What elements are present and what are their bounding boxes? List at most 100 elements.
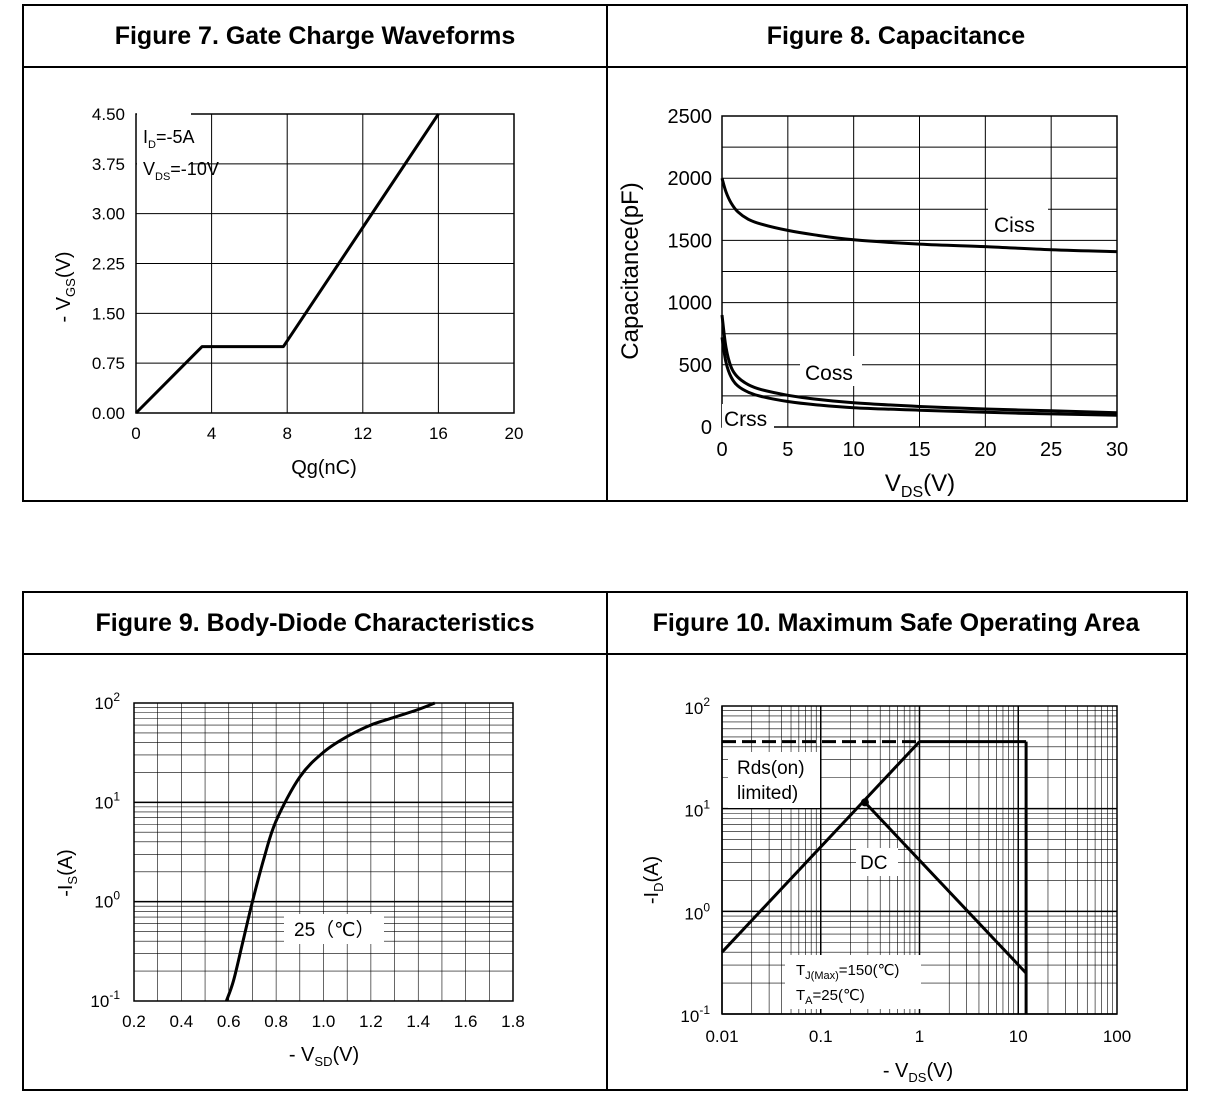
x-tick-label: 4 <box>207 424 216 443</box>
y-tick-label: 2.25 <box>92 255 125 274</box>
ciss-label: Ciss <box>994 214 1035 237</box>
figure-10-ylabel-main: -I <box>641 892 663 904</box>
x-tick-label: 0.2 <box>122 1012 146 1031</box>
figure-10-title: Figure 10. Maximum Safe Operating Area <box>606 593 1186 655</box>
ta-label-main: T <box>796 987 805 1004</box>
y-tick-label: 2000 <box>668 168 713 190</box>
x-tick-label: 0.6 <box>217 1012 241 1031</box>
figure-8-chart: 0 5 10 15 20 25 30 0 500 1000 1500 2000 2500 Ciss Co… <box>617 106 1129 500</box>
figure-10-xlabel-unit: (V) <box>926 1060 953 1082</box>
figure-8-tick-labels: 0 5 10 15 20 25 30 0 500 1000 1500 2000 2500 <box>668 106 1129 461</box>
coss-label-bg <box>800 356 862 386</box>
figure-9-title: Figure 9. Body-Diode Characteristics <box>24 593 606 655</box>
x-tick-label: 12 <box>353 424 372 443</box>
top-figure-table: Figure 7. Gate Charge Waveforms Figure 8… <box>22 4 1188 502</box>
plot-frame <box>133 702 514 1002</box>
figure-10-xlabel-sub: DS <box>908 1070 926 1085</box>
figure-9-grid <box>133 702 514 1002</box>
y-tick-label: 100 <box>94 889 120 912</box>
y-tick-label: 0.75 <box>92 354 125 373</box>
figure-9-tick-labels: 0.2 0.4 0.6 0.8 1.0 1.2 1.4 1.6 1.8 10-1 100 101 102 <box>90 690 524 1031</box>
ciss-label-bg <box>988 208 1048 238</box>
vds-annotation-sub: DS <box>155 171 170 183</box>
figure-9-ylabel-main: -I <box>55 885 77 897</box>
figure-10-xlabel-main: - V <box>883 1060 909 1082</box>
figure-8-xlabel-sub: DS <box>901 484 923 500</box>
figure-9-ylabel-sub: S <box>65 876 80 885</box>
figure-7-ylabel-sub: GS <box>63 278 78 297</box>
rds-label-line2: limited) <box>737 783 798 804</box>
x-tick-label: 20 <box>505 424 524 443</box>
figure-9-curves <box>224 701 436 1002</box>
ta-label-value: =25(℃) <box>813 987 865 1004</box>
temp-box-bg <box>785 955 921 1009</box>
figure-7-tick-labels: 0 4 8 12 16 20 0.00 0.75 1.50 2.25 3.00 3.75 4.50 <box>92 105 524 443</box>
figure-10-ylabel-unit: (A) <box>641 856 663 883</box>
x-tick-label: 1 <box>915 1027 924 1046</box>
x-tick-label: 15 <box>908 439 930 461</box>
rds-label-bg <box>728 752 820 808</box>
x-tick-label: 0.4 <box>170 1012 194 1031</box>
ciss-curve <box>720 177 1118 254</box>
figure-9-ylabel-unit: (A) <box>55 849 77 876</box>
y-tick-label: 4.50 <box>92 105 125 124</box>
panel-divider <box>606 6 608 500</box>
figure-8-xlabel-unit: (V) <box>923 470 955 497</box>
x-tick-label: 0.1 <box>809 1027 833 1046</box>
rds-label-line1: Rds(on) <box>737 758 805 779</box>
y-tick-label: 101 <box>94 789 120 812</box>
figure-10-xlabel: - VDS(V) <box>883 1060 953 1085</box>
x-tick-label: 1.8 <box>501 1012 525 1031</box>
y-tick-label: 10-1 <box>680 1003 710 1026</box>
x-tick-label: 0 <box>716 439 727 461</box>
plot-frame <box>721 115 1118 428</box>
figure-8-curves <box>720 177 1118 417</box>
vds-annotation-value: =-10V <box>170 159 219 179</box>
y-tick-label: 500 <box>679 355 712 377</box>
x-tick-label: 1.0 <box>312 1012 336 1031</box>
y-tick-label: 3.75 <box>92 155 125 174</box>
crss-label-bg <box>722 404 774 430</box>
tj-label-sub: J(Max) <box>805 970 839 982</box>
temp-label-bg <box>284 914 384 944</box>
coss-curve <box>720 314 1118 415</box>
figure-9-ylabel: -IS(A) <box>55 849 80 897</box>
x-tick-label: 20 <box>974 439 996 461</box>
y-tick-label: 0 <box>701 417 712 439</box>
id-annotation: ID=-5A <box>143 127 195 151</box>
x-tick-label: 100 <box>1103 1027 1131 1046</box>
figure-9-xlabel-main: - V <box>289 1044 315 1066</box>
x-tick-label: 10 <box>843 439 865 461</box>
y-tick-label: 100 <box>684 900 710 923</box>
x-tick-label: 16 <box>429 424 448 443</box>
figure-9-xlabel-unit: (V) <box>332 1044 359 1066</box>
plot-frame <box>135 113 515 414</box>
figure-9-xlabel-sub: SD <box>314 1054 332 1069</box>
x-tick-label: 25 <box>1040 439 1062 461</box>
panel-divider <box>606 593 608 1089</box>
temp-label: 25（℃） <box>294 919 374 941</box>
ta-label-sub: A <box>805 995 813 1007</box>
coss-label: Coss <box>805 362 853 385</box>
figure-8-xlabel-main: V <box>885 470 901 497</box>
x-tick-label: 0 <box>131 424 140 443</box>
rds-limit-line <box>720 740 921 954</box>
id-annotation-value: =-5A <box>156 127 195 147</box>
figure-7-ylabel-main: - V <box>53 296 75 322</box>
y-tick-label: 1.50 <box>92 304 125 323</box>
figure-8-ylabel: Capacitance(pF) <box>617 182 644 359</box>
id-annotation-main: I <box>143 127 148 147</box>
x-tick-label: 1.4 <box>406 1012 430 1031</box>
figure-10-ylabel: -ID(A) <box>641 856 666 904</box>
figure-8-title: Figure 8. Capacitance <box>606 6 1186 68</box>
x-tick-label: 1.6 <box>454 1012 478 1031</box>
y-tick-label: 3.00 <box>92 205 125 224</box>
figure-7-curves <box>134 113 440 415</box>
dc-intersection-dot <box>860 798 869 807</box>
dc-label: DC <box>860 853 887 874</box>
figure-10-tick-labels: 0.01 0.1 1 10 100 10-1 100 101 102 <box>680 695 1131 1046</box>
plot-frame <box>721 705 1118 1015</box>
figure-9-xlabel: - VSD(V) <box>289 1044 359 1069</box>
figure-9-chart: 0.2 0.4 0.6 0.8 1.0 1.2 1.4 1.6 1.8 10-1 100 101 102… <box>55 690 525 1069</box>
dc-line <box>863 801 1028 975</box>
